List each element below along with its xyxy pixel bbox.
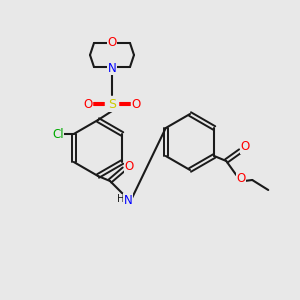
Text: O: O	[241, 140, 250, 154]
Text: H: H	[117, 194, 125, 204]
Text: Cl: Cl	[52, 128, 64, 140]
Text: O: O	[131, 98, 141, 112]
Text: O: O	[124, 160, 134, 172]
Text: O: O	[237, 172, 246, 185]
Text: N: N	[124, 194, 132, 206]
Text: O: O	[83, 98, 93, 112]
Text: O: O	[107, 35, 117, 49]
Text: S: S	[108, 98, 116, 112]
Text: N: N	[108, 61, 116, 74]
